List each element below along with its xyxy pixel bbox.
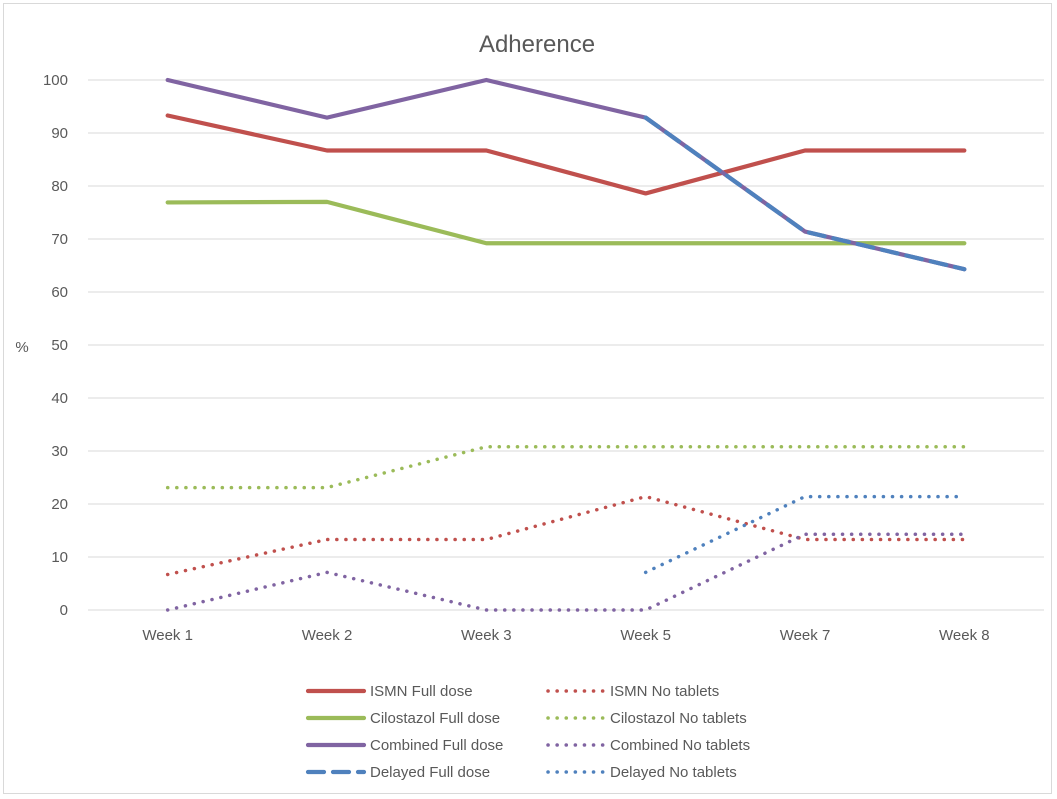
y-tick-label: 20 xyxy=(51,496,68,513)
legend-label: ISMN Full dose xyxy=(370,683,473,700)
series-line-combined-no-tablets xyxy=(165,532,967,612)
series-line-delayed-no-tablets xyxy=(643,494,967,575)
legend-item-cilostazol-no-tablets: Cilostazol No tablets xyxy=(546,710,747,727)
series-line-ismn-no-tablets xyxy=(165,494,967,577)
y-tick-label: 50 xyxy=(51,337,68,354)
x-tick-label: Week 5 xyxy=(620,627,671,644)
x-tick-label: Week 1 xyxy=(142,627,193,644)
y-tick-label: 40 xyxy=(51,390,68,407)
x-tick-label: Week 7 xyxy=(780,627,831,644)
legend-label: Delayed No tablets xyxy=(610,764,737,781)
x-tick-label: Week 2 xyxy=(302,627,353,644)
legend-label: Combined No tablets xyxy=(610,737,750,754)
legend-item-delayed-no-tablets: Delayed No tablets xyxy=(546,764,737,781)
legend-item-combined-full-dose: Combined Full dose xyxy=(305,737,503,754)
legend-label: Cilostazol No tablets xyxy=(610,710,747,727)
series-line-delayed-full-dose xyxy=(643,115,967,272)
y-axis-label: % xyxy=(15,339,28,356)
x-tick-label: Week 3 xyxy=(461,627,512,644)
x-tick-label: Week 8 xyxy=(939,627,990,644)
legend-label: Delayed Full dose xyxy=(370,764,490,781)
chart-title: Adherence xyxy=(479,31,595,58)
legend-item-ismn-no-tablets: ISMN No tablets xyxy=(546,683,719,700)
legend-item-delayed-full-dose: Delayed Full dose xyxy=(305,764,490,781)
y-tick-label: 90 xyxy=(51,125,68,142)
legend-label: Cilostazol Full dose xyxy=(370,710,500,727)
y-tick-label: 60 xyxy=(51,284,68,301)
y-tick-label: 10 xyxy=(51,549,68,566)
series-line-ismn-full-dose xyxy=(165,113,967,196)
y-tick-label: 0 xyxy=(60,602,68,619)
legend-item-ismn-full-dose: ISMN Full dose xyxy=(305,683,473,700)
legend-item-combined-no-tablets: Combined No tablets xyxy=(546,737,750,754)
legend-item-cilostazol-full-dose: Cilostazol Full dose xyxy=(305,710,500,727)
series-line-cilostazol-no-tablets xyxy=(165,445,967,490)
y-tick-label: 70 xyxy=(51,231,68,248)
y-tick-label: 30 xyxy=(51,443,68,460)
y-tick-label: 100 xyxy=(43,72,68,89)
legend-label: Combined Full dose xyxy=(370,737,503,754)
legend-label: ISMN No tablets xyxy=(610,683,719,700)
y-tick-label: 80 xyxy=(51,178,68,195)
series-line-cilostazol-full-dose xyxy=(165,199,967,246)
